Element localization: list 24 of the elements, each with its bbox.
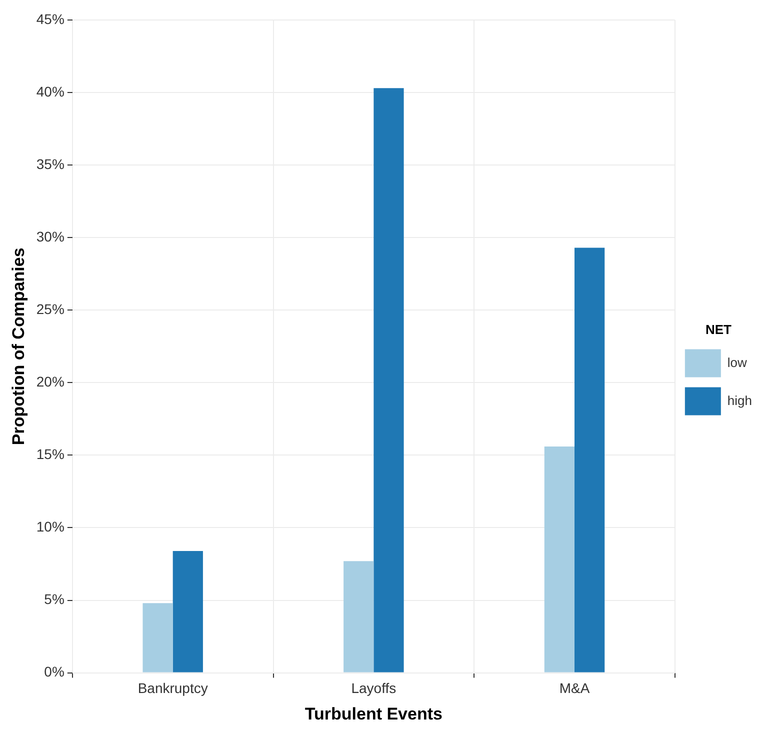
x-tick-label: Bankruptcy	[138, 680, 208, 696]
y-tick-label: 0%	[44, 664, 64, 680]
y-tick-label: 10%	[36, 518, 64, 535]
y-tick-label: 45%	[36, 10, 64, 27]
x-axis-title: Turbulent Events	[304, 704, 442, 724]
x-tick-label: Layoffs	[351, 680, 396, 696]
bar	[142, 603, 173, 672]
y-tick-label: 35%	[36, 156, 64, 172]
y-tick-label: 5%	[44, 591, 64, 608]
bar	[544, 446, 575, 672]
legend-title: NET	[705, 322, 732, 337]
y-axis-title: Propotion of Companies	[8, 248, 28, 446]
y-tick-label: 20%	[36, 374, 64, 390]
bar	[374, 88, 404, 672]
x-tick-label: M&A	[559, 680, 590, 696]
y-tick-label: 40%	[36, 83, 64, 100]
bar	[172, 550, 203, 672]
bar	[574, 248, 605, 672]
legend-label: low	[727, 354, 748, 370]
bar	[344, 561, 374, 672]
legend-label: high	[727, 392, 752, 408]
y-tick-label: 15%	[36, 446, 64, 462]
y-tick-label: 25%	[36, 300, 64, 317]
y-tick-label: 30%	[36, 228, 64, 244]
